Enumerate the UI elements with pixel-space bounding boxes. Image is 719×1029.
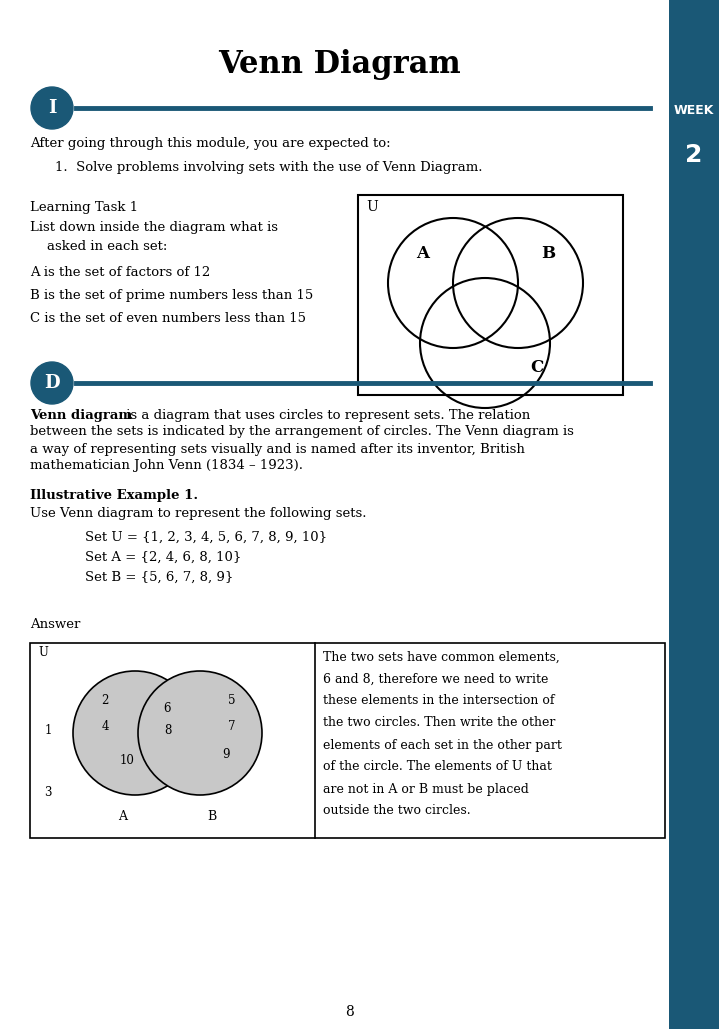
Text: 4: 4: [101, 719, 109, 733]
Text: 5: 5: [228, 695, 236, 708]
Text: After going through this module, you are expected to:: After going through this module, you are…: [30, 137, 390, 149]
Text: are not in A or B must be placed: are not in A or B must be placed: [323, 782, 529, 795]
Text: C is the set of even numbers less than 15: C is the set of even numbers less than 1…: [30, 312, 306, 324]
Text: 2: 2: [685, 143, 702, 167]
Text: 6: 6: [164, 702, 171, 714]
Text: Set B = {5, 6, 7, 8, 9}: Set B = {5, 6, 7, 8, 9}: [85, 570, 234, 583]
Text: the two circles. Then write the other: the two circles. Then write the other: [323, 716, 555, 730]
Text: I: I: [47, 99, 56, 117]
Text: 1: 1: [45, 724, 52, 738]
Text: Set A = {2, 4, 6, 8, 10}: Set A = {2, 4, 6, 8, 10}: [85, 551, 242, 564]
Text: 8: 8: [346, 1005, 354, 1019]
Text: B is the set of prime numbers less than 15: B is the set of prime numbers less than …: [30, 288, 313, 301]
Text: The two sets have common elements,: The two sets have common elements,: [323, 650, 560, 664]
Text: B: B: [541, 245, 555, 261]
Text: mathematician John Venn (1834 – 1923).: mathematician John Venn (1834 – 1923).: [30, 460, 303, 472]
Bar: [358, 196, 623, 395]
Text: outside the two circles.: outside the two circles.: [323, 805, 471, 817]
Text: Learning Task 1: Learning Task 1: [30, 202, 138, 214]
Text: asked in each set:: asked in each set:: [30, 241, 168, 253]
Text: U: U: [366, 200, 377, 214]
Text: 1.  Solve problems involving sets with the use of Venn Diagram.: 1. Solve problems involving sets with th…: [55, 162, 482, 175]
Text: WEEK: WEEK: [674, 104, 714, 116]
Text: A is the set of factors of 12: A is the set of factors of 12: [30, 265, 210, 279]
Text: U: U: [38, 646, 48, 660]
Text: elements of each set in the other part: elements of each set in the other part: [323, 739, 562, 751]
Text: between the sets is indicated by the arrangement of circles. The Venn diagram is: between the sets is indicated by the arr…: [30, 426, 574, 438]
Bar: [669, 0, 719, 1029]
Text: Answer: Answer: [30, 618, 81, 632]
Text: Use Venn diagram to represent the following sets.: Use Venn diagram to represent the follow…: [30, 507, 367, 521]
Text: 8: 8: [164, 724, 171, 738]
Text: Venn Diagram: Venn Diagram: [219, 49, 462, 80]
Text: these elements in the intersection of: these elements in the intersection of: [323, 695, 554, 708]
Bar: [30, 643, 665, 838]
Text: Set U = {1, 2, 3, 4, 5, 6, 7, 8, 9, 10}: Set U = {1, 2, 3, 4, 5, 6, 7, 8, 9, 10}: [85, 531, 327, 543]
Text: 10: 10: [119, 754, 134, 768]
Text: a way of representing sets visually and is named after its inventor, British: a way of representing sets visually and …: [30, 442, 525, 456]
Circle shape: [31, 87, 73, 129]
Circle shape: [73, 671, 197, 795]
Text: 6 and 8, therefore we need to write: 6 and 8, therefore we need to write: [323, 673, 549, 685]
Text: A: A: [119, 811, 127, 823]
Text: 2: 2: [101, 695, 109, 708]
Text: 9: 9: [222, 748, 230, 761]
Text: is a diagram that uses circles to represent sets. The relation: is a diagram that uses circles to repres…: [122, 409, 530, 422]
Text: Illustrative Example 1.: Illustrative Example 1.: [30, 489, 198, 501]
Text: Venn diagram: Venn diagram: [30, 409, 132, 422]
Text: C: C: [531, 358, 544, 376]
Text: 3: 3: [45, 786, 52, 800]
Text: A: A: [416, 245, 429, 261]
Circle shape: [138, 671, 262, 795]
Circle shape: [31, 362, 73, 404]
Text: B: B: [207, 811, 216, 823]
Text: 7: 7: [228, 719, 236, 733]
Text: List down inside the diagram what is: List down inside the diagram what is: [30, 221, 278, 235]
Text: of the circle. The elements of U that: of the circle. The elements of U that: [323, 760, 552, 774]
Text: D: D: [44, 374, 60, 392]
